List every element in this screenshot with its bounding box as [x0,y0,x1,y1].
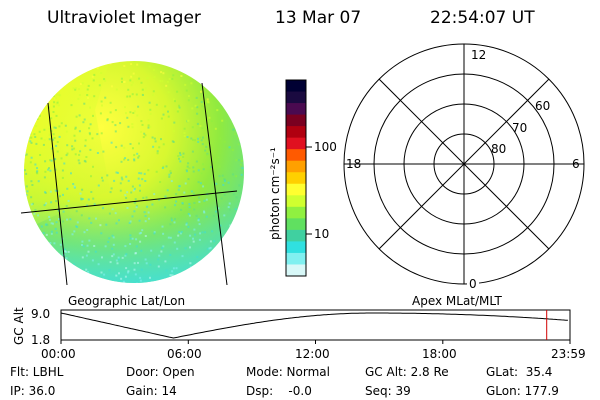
x-tick-0600: 06:00 [167,347,202,361]
colorbar-segment [286,160,306,173]
gain-label: Gain: 14 [126,384,177,398]
status-panel: Flt: LBHL IP: 36.0 Door: Open Gain: 14 M… [10,365,559,398]
colorbar-segment [286,183,306,196]
mlat-label-80: 80 [491,142,506,156]
colorbar-segment [286,218,306,231]
colorbar-segment [286,103,306,116]
colorbar-segment [286,195,306,208]
mlt-label-6: 6 [572,157,580,171]
instrument-title: Ultraviolet Imager [47,8,201,28]
colorbar-segment [286,114,306,127]
colorbar-segment [286,206,306,219]
glat-label: GLat: 35.4 [486,365,552,379]
geo-panel-label: Geographic Lat/Lon [68,294,185,308]
door-label: Door: Open [126,365,195,379]
mlat-label-60: 60 [535,99,550,113]
label-bg [467,275,479,289]
colorbar-segment [286,172,306,185]
flt-label: Flt: LBHL [10,365,64,379]
mlt-label-12: 12 [471,48,486,62]
gc-alt-curve [60,312,568,339]
gc-alt-ytick-min: 1.8 [31,333,50,347]
mlt-label-18: 18 [346,157,361,171]
gc-alt-ytick-max: 9.0 [31,307,50,321]
colorbar-tick-10: 10 [314,227,329,241]
polar-mlt-plot [343,43,585,285]
date-label: 13 Mar 07 [275,8,361,28]
mode-label: Mode: Normal [246,365,330,379]
colorbar-unit-label: photon cm⁻²s⁻¹ [268,147,282,240]
colorbar-segment [286,241,306,254]
colorbar-segment [286,126,306,139]
gc-alt-label: GC Alt: 2.8 Re [365,365,449,379]
colorbar-segment [286,137,306,150]
polar-panel-label: Apex MLat/MLT [412,294,502,308]
gc-alt-ylabel: GC Alt [12,307,26,345]
x-tick-0000: 00:00 [41,347,76,361]
lat-line [20,190,238,214]
colorbar-segment [286,264,306,277]
uv-image-disk [20,61,244,286]
colorbar-segment [286,252,306,265]
gc-alt-plot: GC Alt 9.0 1.8 00:00 06:00 12:00 18:00 2… [12,307,586,361]
lon-line [47,102,68,286]
mlat-label-70: 70 [512,121,527,135]
time-label: 22:54:07 UT [430,8,535,28]
dsp-label: Dsp: -0.0 [246,384,312,398]
x-tick-1200: 12:00 [295,347,330,361]
x-tick-2359: 23:59 [551,347,586,361]
colorbar-segment [286,80,306,93]
seq-label: Seq: 39 [365,384,411,398]
x-tick-1800: 18:00 [422,347,457,361]
lon-line [201,82,228,286]
colorbar-segment [286,229,306,242]
label-bg [469,47,489,62]
ip-label: IP: 36.0 [10,384,55,398]
mlt-label-0: 0 [469,277,477,291]
glon-label: GLon: 177.9 [486,384,559,398]
color-scale-bar: 100 10 photon cm⁻²s⁻¹ [268,79,337,277]
colorbar-segment [286,149,306,162]
colorbar-tick-100: 100 [314,140,337,154]
colorbar-segment [286,91,306,104]
